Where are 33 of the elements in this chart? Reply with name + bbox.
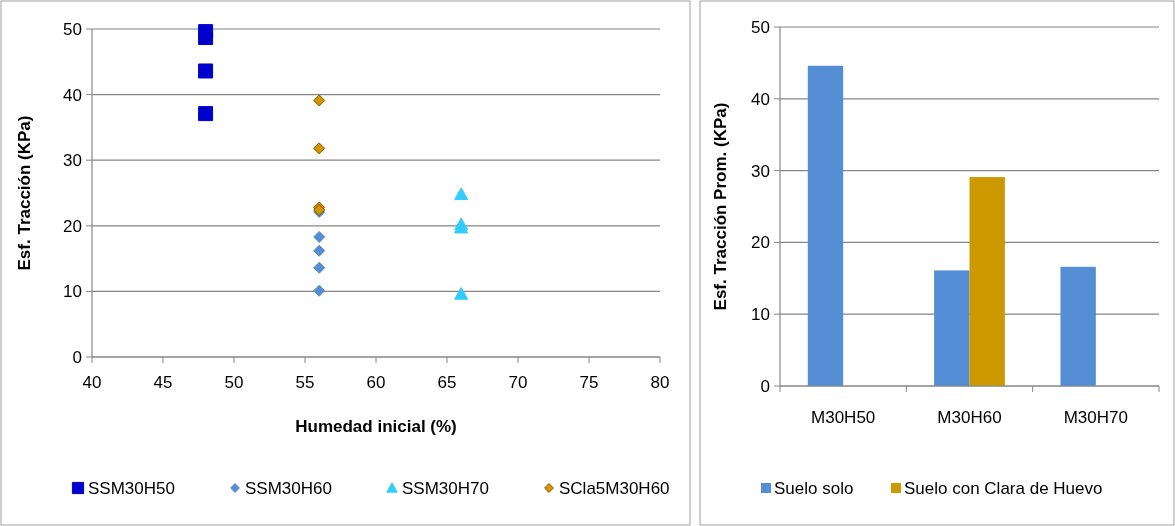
x-tick-label: 50 [224, 373, 244, 392]
legend-label: SSM30H70 [402, 478, 489, 498]
x-tick-label: 70 [508, 373, 528, 392]
legend-label: SCla5M30H60 [559, 478, 670, 498]
legend-label: Suelo con Clara de Huevo [904, 478, 1103, 498]
x-tick-label: 45 [153, 373, 173, 392]
x-tick-label: M30H60 [937, 408, 1002, 427]
y-tick-label: 40 [63, 85, 82, 105]
x-tick-label: M30H50 [811, 408, 876, 427]
y-tick-label: 0 [72, 347, 82, 367]
legend-label: Suelo solo [774, 478, 854, 498]
x-tick-label: 75 [579, 373, 599, 392]
x-axis-title: Humedad inicial (%) [295, 417, 457, 436]
x-tick-label: M30H70 [1063, 408, 1128, 427]
y-tick-label: 0 [760, 376, 770, 396]
x-tick-label: 80 [650, 373, 670, 392]
y-tick-label: 30 [751, 161, 770, 181]
x-tick-label: 65 [437, 373, 457, 392]
y-tick-label: 40 [751, 89, 770, 109]
y-tick-label: 50 [751, 17, 770, 37]
x-tick-label: 60 [366, 373, 386, 392]
y-tick-label: 20 [63, 216, 82, 236]
y-axis-title: Esf. Tracción (KPa) [15, 115, 34, 271]
legend-label: SSM30H50 [88, 478, 175, 498]
x-tick-label: 55 [295, 373, 315, 392]
y-tick-label: 20 [751, 233, 770, 253]
y-tick-label: 10 [751, 305, 770, 325]
x-tick-label: 40 [82, 373, 102, 392]
y-tick-label: 10 [63, 282, 82, 302]
y-axis-title: Esf. Tracción Prom. (KPa) [711, 102, 730, 311]
y-tick-label: 50 [63, 19, 82, 39]
legend-label: SSM30H60 [245, 478, 332, 498]
y-tick-label: 30 [63, 151, 82, 171]
